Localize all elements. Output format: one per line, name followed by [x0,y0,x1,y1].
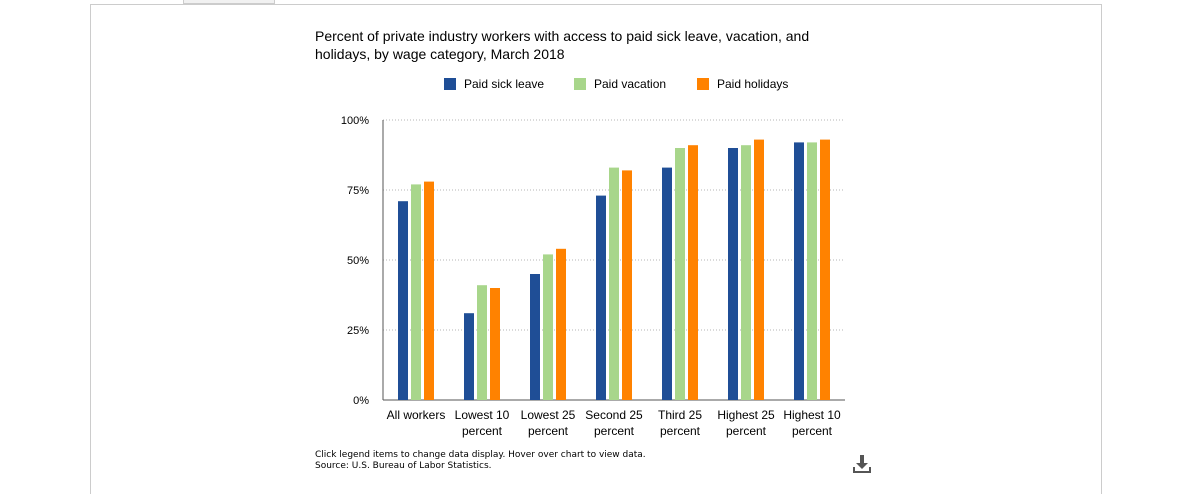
bar[interactable]: Paid sick leave: 71% [398,201,408,400]
legend-label-vacation: Paid vacation [594,77,667,91]
bar[interactable]: Paid holidays: 93% [820,139,830,400]
x-tick-label: percent [462,424,503,438]
bar[interactable]: Paid sick leave: 83% [662,167,672,400]
bar[interactable]: Paid vacation: 77% [411,184,421,400]
bar[interactable]: Paid vacation: 90% [675,148,685,400]
legend-item-sick-leave[interactable]: Paid sick leave [444,75,544,93]
x-tick-label: percent [528,424,569,438]
bar[interactable]: Paid vacation: 92% [807,142,817,400]
x-tick-label: percent [792,424,833,438]
bar[interactable]: Paid vacation: 91% [741,145,751,400]
legend-item-vacation[interactable]: Paid vacation [574,75,666,93]
y-tick-label: 75% [347,185,369,197]
x-tick-label: Third 25 [658,408,702,422]
legend-label-sick-leave: Paid sick leave [464,77,545,91]
x-tick-label: Lowest 25 [521,408,576,422]
x-tick-label: percent [660,424,701,438]
x-tick-label: Highest 25 [717,408,775,422]
bar[interactable]: Paid vacation: 83% [609,167,619,400]
bar[interactable]: Paid sick leave: 90% [728,148,738,400]
bar[interactable]: Paid sick leave: 73% [596,195,606,400]
x-tick-label: percent [594,424,635,438]
chart-panel [90,4,1102,494]
legend-swatch-holidays [697,78,709,90]
bar[interactable]: Paid sick leave: 31% [464,313,474,400]
legend-swatch-sick-leave [444,78,456,90]
footnote: Click legend items to change data displa… [315,450,646,472]
download-icon[interactable] [850,452,874,476]
footnote-instructions: Click legend items to change data displa… [315,450,646,460]
bar[interactable]: Paid sick leave: 45% [530,274,540,400]
legend-label-holidays: Paid holidays [717,77,789,91]
x-tick-label: Lowest 10 [455,408,510,422]
bar[interactable]: Paid vacation: 52% [543,254,553,400]
footnote-source: Source: U.S. Bureau of Labor Statistics. [315,461,492,471]
y-tick-label: 50% [347,255,369,267]
y-tick-label: 25% [347,325,369,337]
bar[interactable]: Paid holidays: 78% [424,181,434,400]
x-tick-label: percent [726,424,767,438]
bar[interactable]: Paid holidays: 40% [490,288,500,400]
y-tick-label: 0% [353,395,369,407]
bar[interactable]: Paid holidays: 54% [556,248,566,400]
bar[interactable]: Paid holidays: 93% [754,139,764,400]
legend-item-holidays[interactable]: Paid holidays [697,75,788,93]
bar[interactable]: Paid holidays: 82% [622,170,632,400]
bar-chart[interactable]: 0%25%50%75%100%Paid sick leave: 71%Paid … [0,0,1192,480]
bar[interactable]: Paid holidays: 91% [688,145,698,400]
x-tick-label: All workers [387,408,446,422]
x-tick-label: Second 25 [585,408,643,422]
chart-title: Percent of private industry workers with… [315,28,810,62]
tab-stub[interactable] [183,0,275,4]
legend-swatch-vacation [574,78,586,90]
bar[interactable]: Paid vacation: 41% [477,285,487,400]
bar[interactable]: Paid sick leave: 92% [794,142,804,400]
y-tick-label: 100% [341,115,369,127]
x-tick-label: Highest 10 [783,408,841,422]
legend: Paid sick leave Paid vacation Paid holid… [0,75,1192,93]
